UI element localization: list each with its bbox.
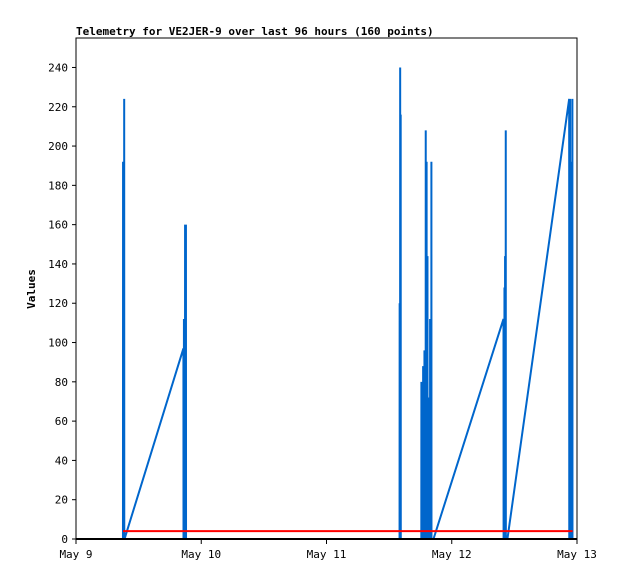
y-tick-label: 240 (48, 61, 68, 74)
y-tick-label: 200 (48, 140, 68, 153)
y-tick-label: 220 (48, 101, 68, 114)
x-tick-label: May 13 (557, 548, 597, 561)
y-tick-label: 60 (55, 415, 68, 428)
y-tick-label: 180 (48, 179, 68, 192)
plot-area (75, 37, 578, 540)
y-tick-label: 100 (48, 337, 68, 350)
y-tick-label: 0 (61, 533, 68, 546)
y-tick-label: 80 (55, 376, 68, 389)
chart-title: Telemetry for VE2JER-9 over last 96 hour… (76, 25, 434, 38)
y-axis-label: Values (25, 269, 38, 309)
y-tick-label: 40 (55, 454, 68, 467)
x-axis-ticks: May 9 May 10 May 11 May 12 May 13 (59, 539, 597, 561)
y-tick-label: 20 (55, 494, 68, 507)
y-tick-label: 140 (48, 258, 68, 271)
y-tick-label: 120 (48, 297, 68, 310)
y-tick-label: 160 (48, 219, 68, 232)
x-tick-label: May 12 (432, 548, 472, 561)
x-tick-label: May 9 (59, 548, 92, 561)
x-tick-label: May 10 (181, 548, 221, 561)
x-tick-label: May 11 (307, 548, 347, 561)
y-axis-ticks: 0 20 40 60 80 100 120 140 160 180 200 220 240 (48, 61, 76, 546)
